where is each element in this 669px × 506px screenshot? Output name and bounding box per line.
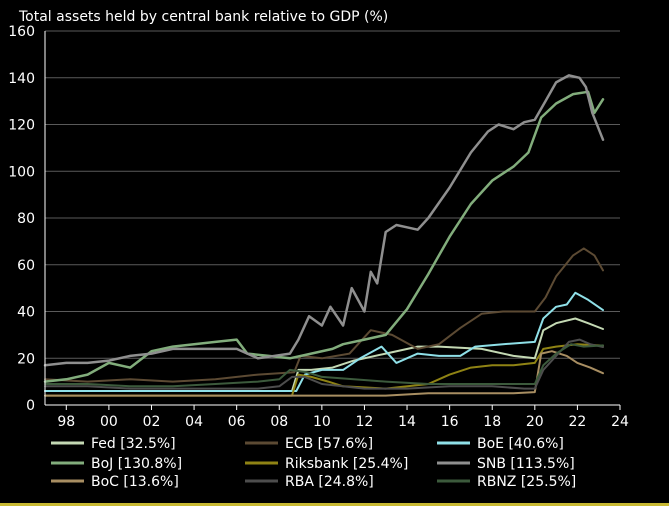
series-line-ecb [44,247,604,383]
y-tick-label: 160 [8,24,35,40]
x-tick-label: 02 [143,414,161,430]
y-tick-label: 120 [8,118,35,134]
x-tick-label: 06 [228,414,246,430]
x-tick-label: 16 [441,414,459,430]
x-tick-label: 20 [526,414,544,430]
x-tick-label: 14 [398,414,416,430]
x-tick-label: 18 [483,414,501,430]
legend-label-snb: SNB [113.5%] [477,456,575,472]
series-line-boc [44,350,604,397]
x-axis-ticks: 98 00 02 04 06 08 10 12 14 16 18 20 22 24 [57,405,629,430]
legend-label-fed: Fed [32.5%] [91,436,176,452]
x-tick-label: 00 [100,414,118,430]
series-line-boj [43,90,605,383]
series-lines [43,74,605,397]
series-line-snb [43,74,605,367]
chart-title: Total assets held by central bank relati… [18,9,388,25]
bottom-rule [0,503,669,506]
x-tick-label: 98 [57,414,75,430]
y-tick-label: 40 [17,305,35,321]
x-tick-label: 08 [270,414,288,430]
series-line-rbnz [44,343,604,388]
y-tick-label: 140 [8,71,35,87]
axes [44,31,620,406]
y-tick-label: 100 [8,164,35,180]
legend-label-rbnz: RBNZ [25.5%] [477,474,576,490]
y-tick-label: 80 [17,211,35,227]
legend-label-ecb: ECB [57.6%] [285,436,373,452]
legend-label-rba: RBA [24.8%] [285,474,374,490]
legend-label-boe: BoE [40.6%] [477,436,564,452]
y-axis-ticks: 0 20 40 60 80 100 120 140 160 [8,24,35,414]
legend-label-boj: BoJ [130.8%] [91,456,182,472]
y-tick-label: 60 [17,258,35,274]
x-tick-label: 24 [611,414,629,430]
legend: Fed [32.5%] ECB [57.6%] BoE [40.6%] BoJ [13… [51,436,576,490]
x-tick-label: 10 [313,414,331,430]
series-line-boe [44,291,604,392]
x-tick-label: 12 [356,414,374,430]
legend-label-boc: BoC [13.6%] [91,474,179,490]
x-tick-label: 22 [568,414,586,430]
legend-label-riksbank: Riksbank [25.4%] [285,456,408,472]
y-tick-label: 0 [26,398,35,414]
y-tick-label: 20 [17,351,35,367]
gridlines [45,30,620,359]
x-tick-label: 04 [185,414,203,430]
